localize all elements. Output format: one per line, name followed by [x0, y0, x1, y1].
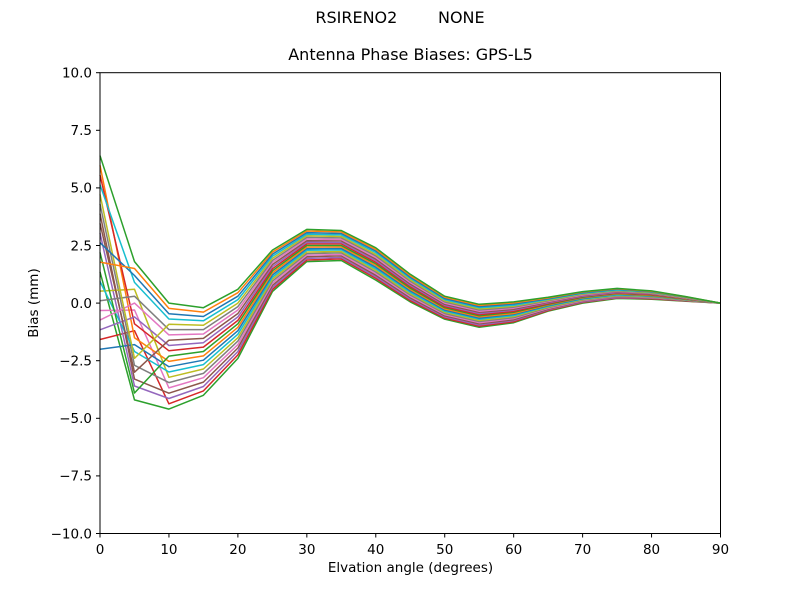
y-tick-label: −2.5	[59, 354, 92, 370]
y-tick-label: −7.5	[59, 469, 92, 485]
figure-suptitle: RSIRENO2 NONE	[315, 8, 485, 27]
x-tick-label: 60	[505, 542, 522, 558]
x-tick-label: 40	[367, 542, 384, 558]
y-tick-label: 5.0	[71, 181, 92, 197]
y-tick-label: 2.5	[71, 238, 92, 254]
x-tick-label: 0	[96, 542, 105, 558]
axes-title: Antenna Phase Biases: GPS-L5	[288, 45, 533, 64]
x-tick-label: 80	[643, 542, 660, 558]
y-tick-label: −5.0	[59, 411, 92, 427]
x-tick-label: 50	[436, 542, 453, 558]
series-line-21	[99, 155, 721, 309]
series-line-10	[99, 165, 721, 363]
x-axis-label: Elvation angle (degrees)	[327, 560, 494, 576]
x-tick-label: 90	[712, 542, 729, 558]
series-line-09	[99, 247, 721, 368]
y-tick-label: 7.5	[71, 123, 92, 139]
y-tick-label: 10.0	[62, 66, 92, 82]
series-line-07	[99, 250, 721, 379]
x-tick-label: 30	[298, 542, 315, 558]
x-tick-label: 70	[574, 542, 591, 558]
y-tick-label: −10.0	[51, 526, 92, 542]
y-axis-label: Bias (mm)	[26, 268, 42, 338]
x-tick-label: 20	[229, 542, 246, 558]
axes-spines	[99, 72, 721, 534]
x-tick-label: 10	[160, 542, 177, 558]
y-tick-label: 0.0	[71, 296, 92, 312]
